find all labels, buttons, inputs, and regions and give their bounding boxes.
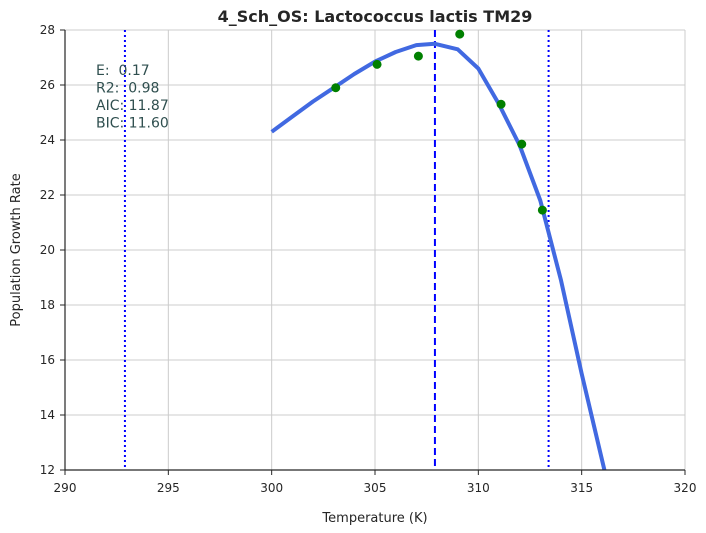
y-axis-label: Population Growth Rate (9, 173, 24, 326)
fit-stat-line: E: 0.17 (96, 63, 150, 79)
axes (60, 29, 686, 475)
x-tick-label: 300 (260, 481, 283, 495)
y-tick-label: 18 (40, 298, 55, 312)
fitted-curve (270, 41, 607, 471)
y-tick-label: 28 (40, 23, 55, 37)
reference-lines (123, 30, 550, 470)
data-point (331, 83, 341, 93)
data-point (496, 99, 506, 109)
data-points (331, 29, 547, 215)
x-tick-label: 290 (54, 481, 77, 495)
y-tick-label: 22 (40, 188, 55, 202)
y-tick-label: 14 (40, 408, 55, 422)
data-point (413, 51, 423, 61)
fit-line (270, 41, 607, 471)
data-point (372, 59, 382, 69)
x-tick-label: 295 (157, 481, 180, 495)
y-tick-label: 20 (40, 243, 55, 257)
x-tick-label: 305 (364, 481, 387, 495)
chart-title: 4_Sch_OS: Lactococcus lactis TM29 (218, 7, 533, 26)
data-point (537, 205, 547, 215)
fit-stat-line: AIC: 11.87 (96, 98, 169, 114)
data-point (517, 139, 527, 149)
y-tick-label: 26 (40, 78, 55, 92)
y-tick-label: 16 (40, 353, 55, 367)
x-tick-label: 310 (467, 481, 490, 495)
x-axis-label: Temperature (K) (321, 511, 427, 526)
grid (65, 29, 686, 470)
data-point (455, 29, 465, 39)
fit-stat-line: R2: 0.98 (96, 81, 159, 97)
fit-stat-line: BIC: 11.60 (96, 116, 169, 132)
x-tick-label: 315 (570, 481, 593, 495)
y-tick-label: 24 (40, 133, 55, 147)
y-tick-label: 12 (40, 463, 55, 477)
tick-labels: 290 295 300 305 310 315 320 12 14 16 18 20 22 24 26 28 (40, 23, 697, 495)
x-tick-label: 320 (674, 481, 697, 495)
